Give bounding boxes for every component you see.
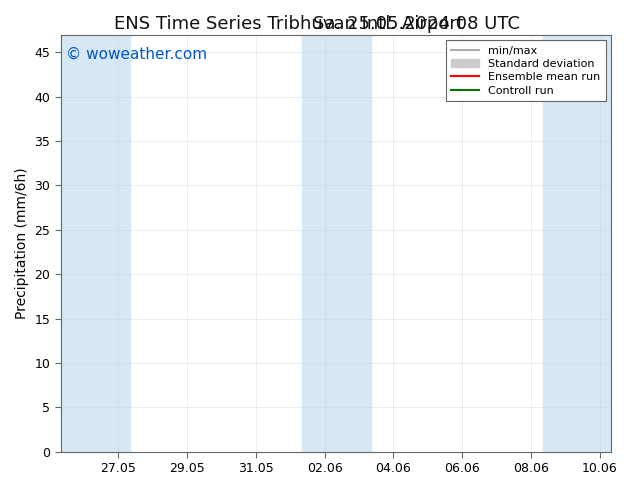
Bar <box>543 35 611 452</box>
Bar <box>302 35 370 452</box>
Text: Sa. 25.05.2024 08 UTC: Sa. 25.05.2024 08 UTC <box>313 15 520 33</box>
Y-axis label: Precipitation (mm/6h): Precipitation (mm/6h) <box>15 167 29 319</box>
Text: © woweather.com: © woweather.com <box>67 47 207 62</box>
Text: ENS Time Series Tribhuvan Intl. Airport: ENS Time Series Tribhuvan Intl. Airport <box>114 15 464 33</box>
Legend: min/max, Standard deviation, Ensemble mean run, Controll run: min/max, Standard deviation, Ensemble me… <box>446 40 606 101</box>
Bar <box>61 35 130 452</box>
